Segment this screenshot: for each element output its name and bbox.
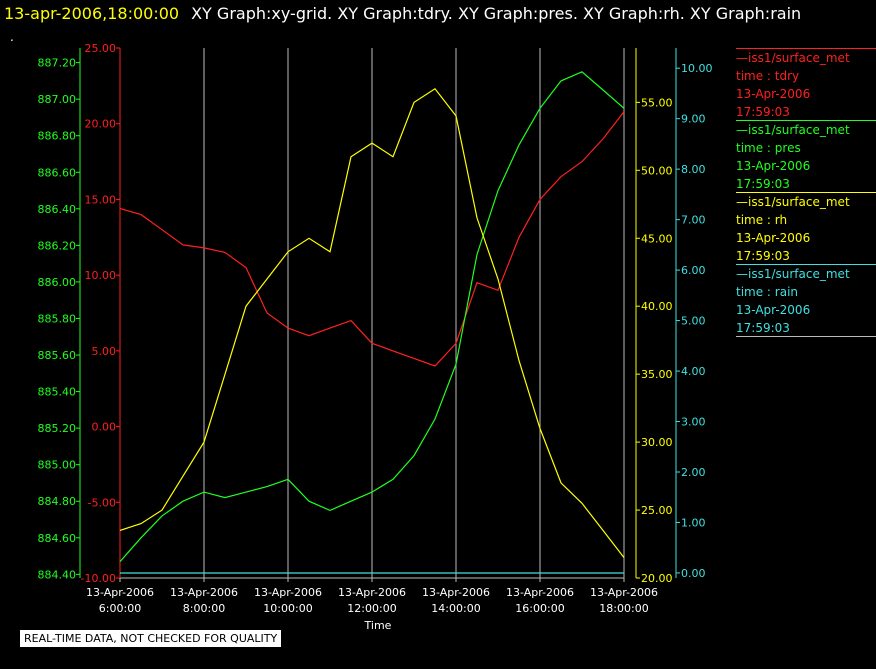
tdry-tick-label: 10.00 [85, 269, 117, 282]
legend-time: 17:59:03 [736, 177, 790, 191]
tdry-tick-label: 25.00 [85, 42, 117, 55]
x-tick-time: 14:00:00 [431, 602, 480, 615]
x-tick-time: 18:00:00 [599, 602, 648, 615]
pres-tick-label: 886.40 [38, 203, 77, 216]
x-tick-date: 13-Apr-2006 [254, 586, 322, 599]
legend-date: 13-Apr-2006 [736, 231, 811, 245]
pres-tick-label: 884.80 [38, 495, 77, 508]
legend-time: 17:59:03 [736, 105, 790, 119]
rh-tick-label: 40.00 [641, 300, 673, 313]
grid-lines [119, 48, 625, 579]
timestamp: 13-apr-2006,18:00:00 [4, 4, 180, 23]
pres-tick-label: 885.20 [38, 422, 77, 435]
legend-line: —iss1/surface_met [736, 192, 876, 211]
pres-tick-label: 886.00 [38, 276, 77, 289]
x-tick-time: 16:00:00 [515, 602, 564, 615]
legend-var: time : tdry [736, 69, 800, 83]
tdry-tick-label: -10.00 [81, 572, 116, 585]
rain-tick-label: 10.00 [681, 62, 713, 75]
pres-tick-label: 884.40 [38, 568, 77, 581]
rh-tick-label: 35.00 [641, 368, 673, 381]
x-tick-time: 6:00:00 [99, 602, 141, 615]
pres-tick-label: 886.80 [38, 130, 77, 143]
legend-line: —iss1/surface_met [736, 120, 876, 139]
dot-marker: . [10, 30, 14, 44]
x-tick-date: 13-Apr-2006 [170, 586, 238, 599]
legend-var: time : rain [736, 285, 799, 299]
rh-tick-label: 20.00 [641, 572, 673, 585]
graph-list: XY Graph:xy-grid. XY Graph:tdry. XY Grap… [191, 4, 802, 23]
x-tick-date: 13-Apr-2006 [338, 586, 406, 599]
pres-tick-label: 885.40 [38, 386, 77, 399]
pres-tick-label: 884.60 [38, 532, 77, 545]
tdry-tick-label: 5.00 [92, 345, 117, 358]
legend-date: 13-Apr-2006 [736, 303, 811, 317]
legend-line: —iss1/surface_met [736, 264, 876, 283]
rh-tick-label: 50.00 [641, 164, 673, 177]
pres-tick-label: 885.80 [38, 312, 77, 325]
pres-tick-label: 886.60 [38, 166, 77, 179]
series-line-rh [119, 87, 625, 558]
series-line-tdry [119, 111, 625, 367]
legend-var: time : rh [736, 213, 788, 227]
legend-time: 17:59:03 [736, 321, 790, 335]
x-tick-date: 13-Apr-2006 [422, 586, 490, 599]
legend-line: —iss1/surface_met [736, 48, 876, 67]
rain-tick-label: 2.00 [681, 466, 706, 479]
legend-bottom-rule [736, 336, 876, 337]
legend-date: 13-Apr-2006 [736, 87, 811, 101]
rain-tick-label: 6.00 [681, 264, 706, 277]
tdry-tick-label: -5.00 [88, 496, 116, 509]
x-tick-time: 8:00:00 [183, 602, 225, 615]
rain-tick-label: 8.00 [681, 163, 706, 176]
rain-tick-label: 7.00 [681, 214, 706, 227]
pres-tick-label: 887.00 [38, 93, 77, 106]
tdry-tick-label: 0.00 [92, 421, 117, 434]
chart-header: 13-apr-2006,18:00:00 XY Graph:xy-grid. XY… [4, 2, 801, 26]
series-lines [119, 71, 625, 574]
legend-time: 17:59:03 [736, 249, 790, 263]
rain-tick-label: 0.00 [681, 567, 706, 580]
rain-tick-label: 3.00 [681, 416, 706, 429]
rain-tick-label: 9.00 [681, 113, 706, 126]
pres-tick-label: 885.60 [38, 349, 77, 362]
rain-tick-label: 1.00 [681, 516, 706, 529]
rh-tick-label: 55.00 [641, 96, 673, 109]
legend-var: time : pres [736, 141, 801, 155]
tdry-tick-label: 15.00 [85, 193, 117, 206]
rh-tick-label: 30.00 [641, 436, 673, 449]
legend-date: 13-Apr-2006 [736, 159, 811, 173]
tdry-tick-label: 20.00 [85, 118, 117, 131]
series-line-pres [119, 71, 625, 562]
x-axis-label: Time [364, 619, 392, 632]
rain-tick-label: 5.00 [681, 315, 706, 328]
pres-tick-label: 887.20 [38, 57, 77, 70]
pres-tick-label: 886.20 [38, 239, 77, 252]
quality-notice: REAL-TIME DATA, NOT CHECKED FOR QUALITY [20, 630, 282, 647]
x-tick-date: 13-Apr-2006 [506, 586, 574, 599]
rain-tick-label: 4.00 [681, 365, 706, 378]
rh-tick-label: 25.00 [641, 504, 673, 517]
pres-tick-label: 885.00 [38, 459, 77, 472]
x-tick-date: 13-Apr-2006 [86, 586, 154, 599]
rh-tick-label: 45.00 [641, 232, 673, 245]
x-tick-time: 12:00:00 [347, 602, 396, 615]
x-tick-date: 13-Apr-2006 [590, 586, 658, 599]
axes: 884.40 884.60 884.80 885.00 885.20 885.40 885.… [38, 42, 713, 632]
x-tick-time: 10:00:00 [263, 602, 312, 615]
